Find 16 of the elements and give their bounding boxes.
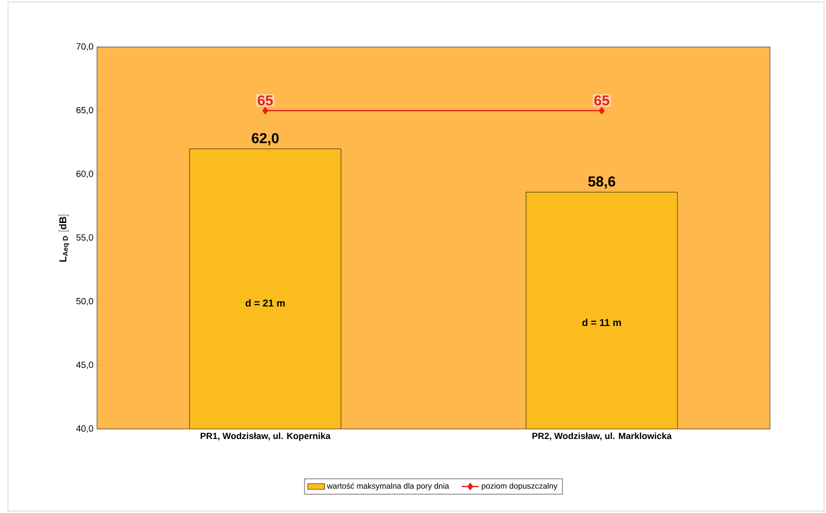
y-axis-title: $\mathbf{L}_{\mathbf{Aeq\;D}}\;\mathbf{[dB]}$ — [58, 214, 70, 262]
data-label: 65 — [258, 95, 273, 106]
y-tick-label: 65,0 — [76, 106, 94, 114]
y-tick-label: 70,0 — [76, 43, 94, 51]
y-tick-label: 40,0 — [76, 425, 94, 433]
x-tick-label: PR2, Wodzisław, ul. Marklowicka — [532, 432, 672, 440]
y-tick-label: 55,0 — [76, 234, 94, 242]
y-tick-label: 60,0 — [76, 170, 94, 178]
data-label: 62,0 — [252, 133, 279, 146]
data-label: 65 — [594, 95, 610, 106]
annotation: d = 21 m — [246, 299, 285, 307]
x-tick-label: PR1, Wodzisław, ul. Kopernika — [200, 432, 331, 441]
y-tick-label: 50,0 — [76, 298, 94, 306]
y-tick-label: 45,0 — [76, 362, 94, 370]
annotation: d = 11 m — [582, 318, 621, 326]
data-label: 58,6 — [588, 176, 616, 189]
